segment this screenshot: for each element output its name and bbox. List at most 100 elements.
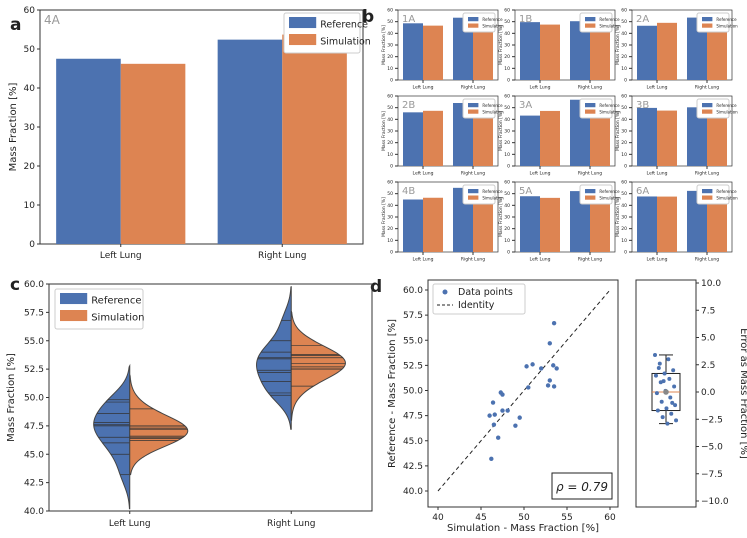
- panel-d-box-point: [673, 403, 678, 408]
- panel-b-6A-ytick-label: 40: [621, 203, 627, 209]
- panel-b-6A-ytick-label: 30: [621, 215, 627, 221]
- panel-d-xtick-label: 50: [518, 513, 530, 523]
- panel-b-4B-xtick-label: Right Lung: [461, 256, 485, 262]
- panel-b-5A-ytick-label: 10: [504, 238, 510, 244]
- panel-b-3A-legend-swatch-0: [585, 103, 596, 108]
- panel-b-6A-ytick-label: 10: [621, 238, 627, 244]
- panel-d-data-point: [547, 378, 552, 383]
- panel-b-2A-xtick-label: Left Lung: [647, 84, 668, 90]
- panel-b-1A-ytick-label: 40: [387, 31, 393, 37]
- panel-b-3B-ytick-label: 40: [621, 117, 627, 123]
- panel-d-data-point: [492, 412, 497, 417]
- panel-b-1B-subject-label: 1B: [519, 14, 532, 25]
- panel-b-1B-ytick-label: 30: [504, 43, 510, 49]
- panel-b-3B-legend-swatch-0: [702, 103, 713, 108]
- panel-b-3A-ytick-label: 60: [504, 94, 510, 100]
- panel-b-5A-xtick-label: Left Lung: [530, 256, 551, 262]
- panel-b-5A-bar-simulation-1: [590, 189, 610, 252]
- panel-d-box-ytick-label: −5.0: [701, 443, 723, 453]
- panel-b-1A-legend-swatch-0: [468, 17, 479, 22]
- panel-c-violin-simulation-left: [129, 374, 189, 476]
- panel-b-1A-legend: Reference Simulation: [462, 12, 504, 33]
- panel-b-3B-ytick-label: 30: [621, 129, 627, 135]
- panel-b-2B-legend-swatch-0: [468, 103, 479, 108]
- panel-d-box-point: [668, 395, 673, 400]
- panel-d-box-point: [664, 406, 669, 411]
- panel-b-3A-xtick-label: Left Lung: [530, 170, 551, 176]
- panel-b-2B-ytick-label: 50: [387, 105, 393, 111]
- panel-d-ytick-label: 40.0: [403, 487, 423, 497]
- panel-d-ylabel: Reference - Mass Fraction [%]: [387, 319, 398, 468]
- panel-d-box-point: [666, 357, 671, 362]
- panel-d-data-point: [505, 408, 510, 413]
- panel-a-legend-label-0: Reference: [320, 20, 368, 31]
- panel-letter-a: a: [10, 15, 21, 35]
- panel-b-1B: 0 10 20 30 40 50 60 Left Lung Right Lung 1B Mass F…: [498, 8, 621, 91]
- panel-d-data-point: [500, 392, 505, 397]
- panel-b-1B-legend-swatch-0: [585, 17, 596, 22]
- panel-d-ytick-label: 42.5: [403, 462, 423, 472]
- panel-b-5A-ytick-label: 40: [504, 203, 510, 209]
- panel-b-6A-ytick-label: 50: [621, 191, 627, 197]
- panel-b-5A-legend-label-0: Reference: [599, 189, 620, 194]
- panel-b-5A-bar-reference-1: [570, 191, 590, 252]
- panel-b-2A-legend-frame: [696, 12, 730, 33]
- panel-d-ytick-label: 55.0: [403, 336, 423, 346]
- panel-d-box-point: [669, 411, 674, 416]
- panel-b-6A-legend-frame: [696, 184, 730, 205]
- panel-d-ytick-label: 47.5: [403, 412, 423, 422]
- panel-b-2A-legend-label-0: Reference: [716, 17, 737, 22]
- panel-b-5A: 0 10 20 30 40 50 60 Left Lung Right Lung 5A Mass F…: [498, 180, 621, 263]
- panel-d-box-ytick-label: 2.5: [701, 361, 715, 371]
- panel-b-2A-ytick-label: 0: [624, 78, 627, 84]
- panel-c-ytick-label: 42.5: [24, 479, 44, 489]
- panel-b-2B-ytick-label: 60: [387, 94, 393, 100]
- panel-d-ytick-label: 57.5: [403, 311, 423, 321]
- panel-c-ytick-label: 50.0: [24, 394, 44, 404]
- panel-b-3B-ytick-label: 60: [621, 94, 627, 100]
- panel-b-2A-subject-label: 2A: [636, 14, 649, 25]
- panel-d-rho-label: ρ = 0.79: [556, 480, 608, 494]
- panel-b-4B-ylabel: Mass Fraction [%]: [381, 197, 387, 237]
- panel-b-1B-ytick-label: 0: [507, 78, 510, 84]
- panel-d-box-point: [671, 368, 676, 373]
- panel-c-legend-swatch-1: [60, 310, 88, 322]
- panel-d-box-point: [660, 415, 665, 420]
- panel-b-4B-legend-frame: [462, 184, 496, 205]
- panel-b-1B-ytick-label: 10: [504, 66, 510, 72]
- panel-b-2A-xtick-label: Right Lung: [695, 84, 719, 90]
- panel-b-3A: 0 10 20 30 40 50 60 Left Lung Right Lung 3A Mass F…: [498, 94, 621, 177]
- panel-b-1A-legend-label-0: Reference: [482, 17, 503, 22]
- panel-b-6A-legend-label-0: Reference: [716, 189, 737, 194]
- panel-b-3A-bar-simulation-0: [540, 110, 560, 166]
- panel-c-ytick-label: 40.0: [24, 507, 44, 517]
- panel-b-2A-ylabel: Mass Fraction [%]: [615, 25, 621, 65]
- panel-letter-b: b: [362, 7, 374, 27]
- panel-d-box-point: [661, 379, 666, 384]
- panel-d-box-point: [667, 376, 672, 381]
- panel-d-box-point: [670, 400, 675, 405]
- panel-d-box-point: [657, 361, 662, 366]
- panel-d-data-point: [551, 384, 557, 389]
- panel-b-2A-ytick-label: 10: [621, 66, 627, 72]
- panel-b-4B-ytick-label: 50: [387, 191, 393, 197]
- panel-b-3A-ytick-label: 0: [507, 164, 510, 170]
- panel-d-xtick-label: 55: [561, 513, 572, 523]
- panel-b-3A-legend-frame: [579, 98, 613, 119]
- panel-b-1A-ytick-label: 10: [387, 66, 393, 72]
- panel-b-1A-ytick-label: 60: [387, 8, 393, 14]
- panel-d-box-point: [655, 408, 660, 413]
- panel-b-3B-bar-reference-1: [687, 107, 707, 166]
- panel-b-3B-legend: Reference Simulation: [696, 98, 738, 119]
- panel-b-4B-bar-simulation-0: [423, 197, 443, 252]
- panel-d-box-point: [662, 371, 667, 376]
- panel-d-box-ytick-label: 10.0: [701, 279, 721, 289]
- panel-b-1A-xtick-label: Left Lung: [413, 84, 434, 90]
- panel-b-5A-bar-reference-0: [520, 196, 540, 252]
- panel-d-box: −10.0 −7.5 −5.0 −2.5 0.0 2.5 5.0 7.5 10.0 Error a…: [635, 279, 747, 508]
- panel-b-2B-legend-swatch-1: [468, 109, 479, 114]
- panel-b-4B-xtick-label: Left Lung: [413, 256, 434, 262]
- panel-b-1A-bar-reference-0: [403, 23, 423, 80]
- panel-d-data-point: [490, 400, 496, 405]
